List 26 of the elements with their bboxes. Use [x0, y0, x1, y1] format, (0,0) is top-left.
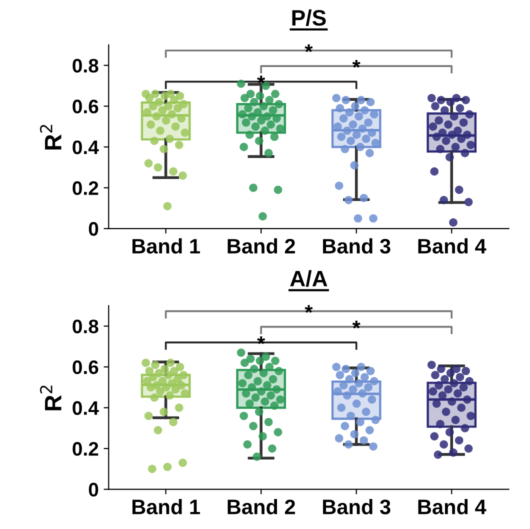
chart-title: P/S: [292, 9, 326, 26]
chart-title: A/A: [290, 270, 328, 287]
x-tick-label: Band 2: [228, 499, 295, 514]
y-axis-title: R$^{2}$: [40, 124, 62, 150]
x-tick-label: Band 4: [418, 238, 486, 254]
annotation: *: [352, 320, 360, 328]
annotation: *: [304, 44, 313, 52]
y-tick-label: 0.2: [72, 442, 98, 456]
x-tick-label: Band 1: [132, 499, 200, 514]
y-tick-label: 0.8: [72, 58, 98, 73]
x-tick-label: Band 2: [228, 238, 295, 254]
y-axis-title: R$^{2}$: [40, 386, 62, 410]
annotation: *: [304, 305, 313, 313]
x-tick-label: Band 3: [323, 238, 390, 254]
y-tick-label: 0.8: [72, 320, 98, 334]
y-tick-label: 0.6: [72, 360, 98, 374]
x-tick-label: Band 4: [418, 499, 486, 514]
y-tick-label: 0.4: [72, 401, 99, 415]
y-tick-label: 0: [88, 222, 98, 236]
annotation: *: [352, 60, 360, 68]
x-tick-label: Band 1: [132, 238, 200, 254]
y-tick-label: 0.2: [72, 181, 98, 196]
y-tick-label: 0: [88, 482, 98, 497]
y-tick-label: 0.6: [72, 100, 98, 114]
y-tick-label: 0.4: [72, 140, 99, 154]
x-tick-label: Band 3: [323, 499, 390, 514]
